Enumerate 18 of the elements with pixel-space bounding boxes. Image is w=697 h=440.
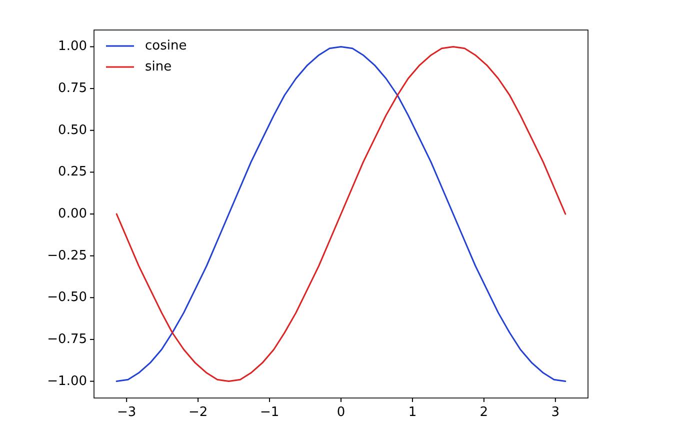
y-tick-label: 1.00 (58, 39, 87, 54)
x-tick-label: 2 (480, 405, 488, 420)
x-tick-label: 3 (551, 405, 560, 420)
y-tick-label: 0.75 (58, 81, 87, 96)
y-tick-label: −0.75 (47, 332, 87, 347)
legend-label: cosine (145, 38, 187, 54)
x-tick-label: 1 (408, 405, 417, 420)
x-tick-label: −3 (117, 405, 136, 420)
y-tick-label: −0.50 (47, 290, 87, 306)
y-tick-label: 0.50 (58, 122, 87, 138)
y-tick-label: 0.00 (58, 206, 87, 222)
x-tick-label: 0 (336, 405, 346, 420)
y-tick-label: 0.25 (58, 164, 87, 180)
y-tick-label: −0.25 (47, 248, 87, 264)
x-tick-label: −2 (188, 405, 208, 420)
y-tick-label: −1.00 (47, 374, 87, 389)
legend-label: sine (145, 60, 172, 74)
x-tick-label: −1 (260, 405, 280, 420)
